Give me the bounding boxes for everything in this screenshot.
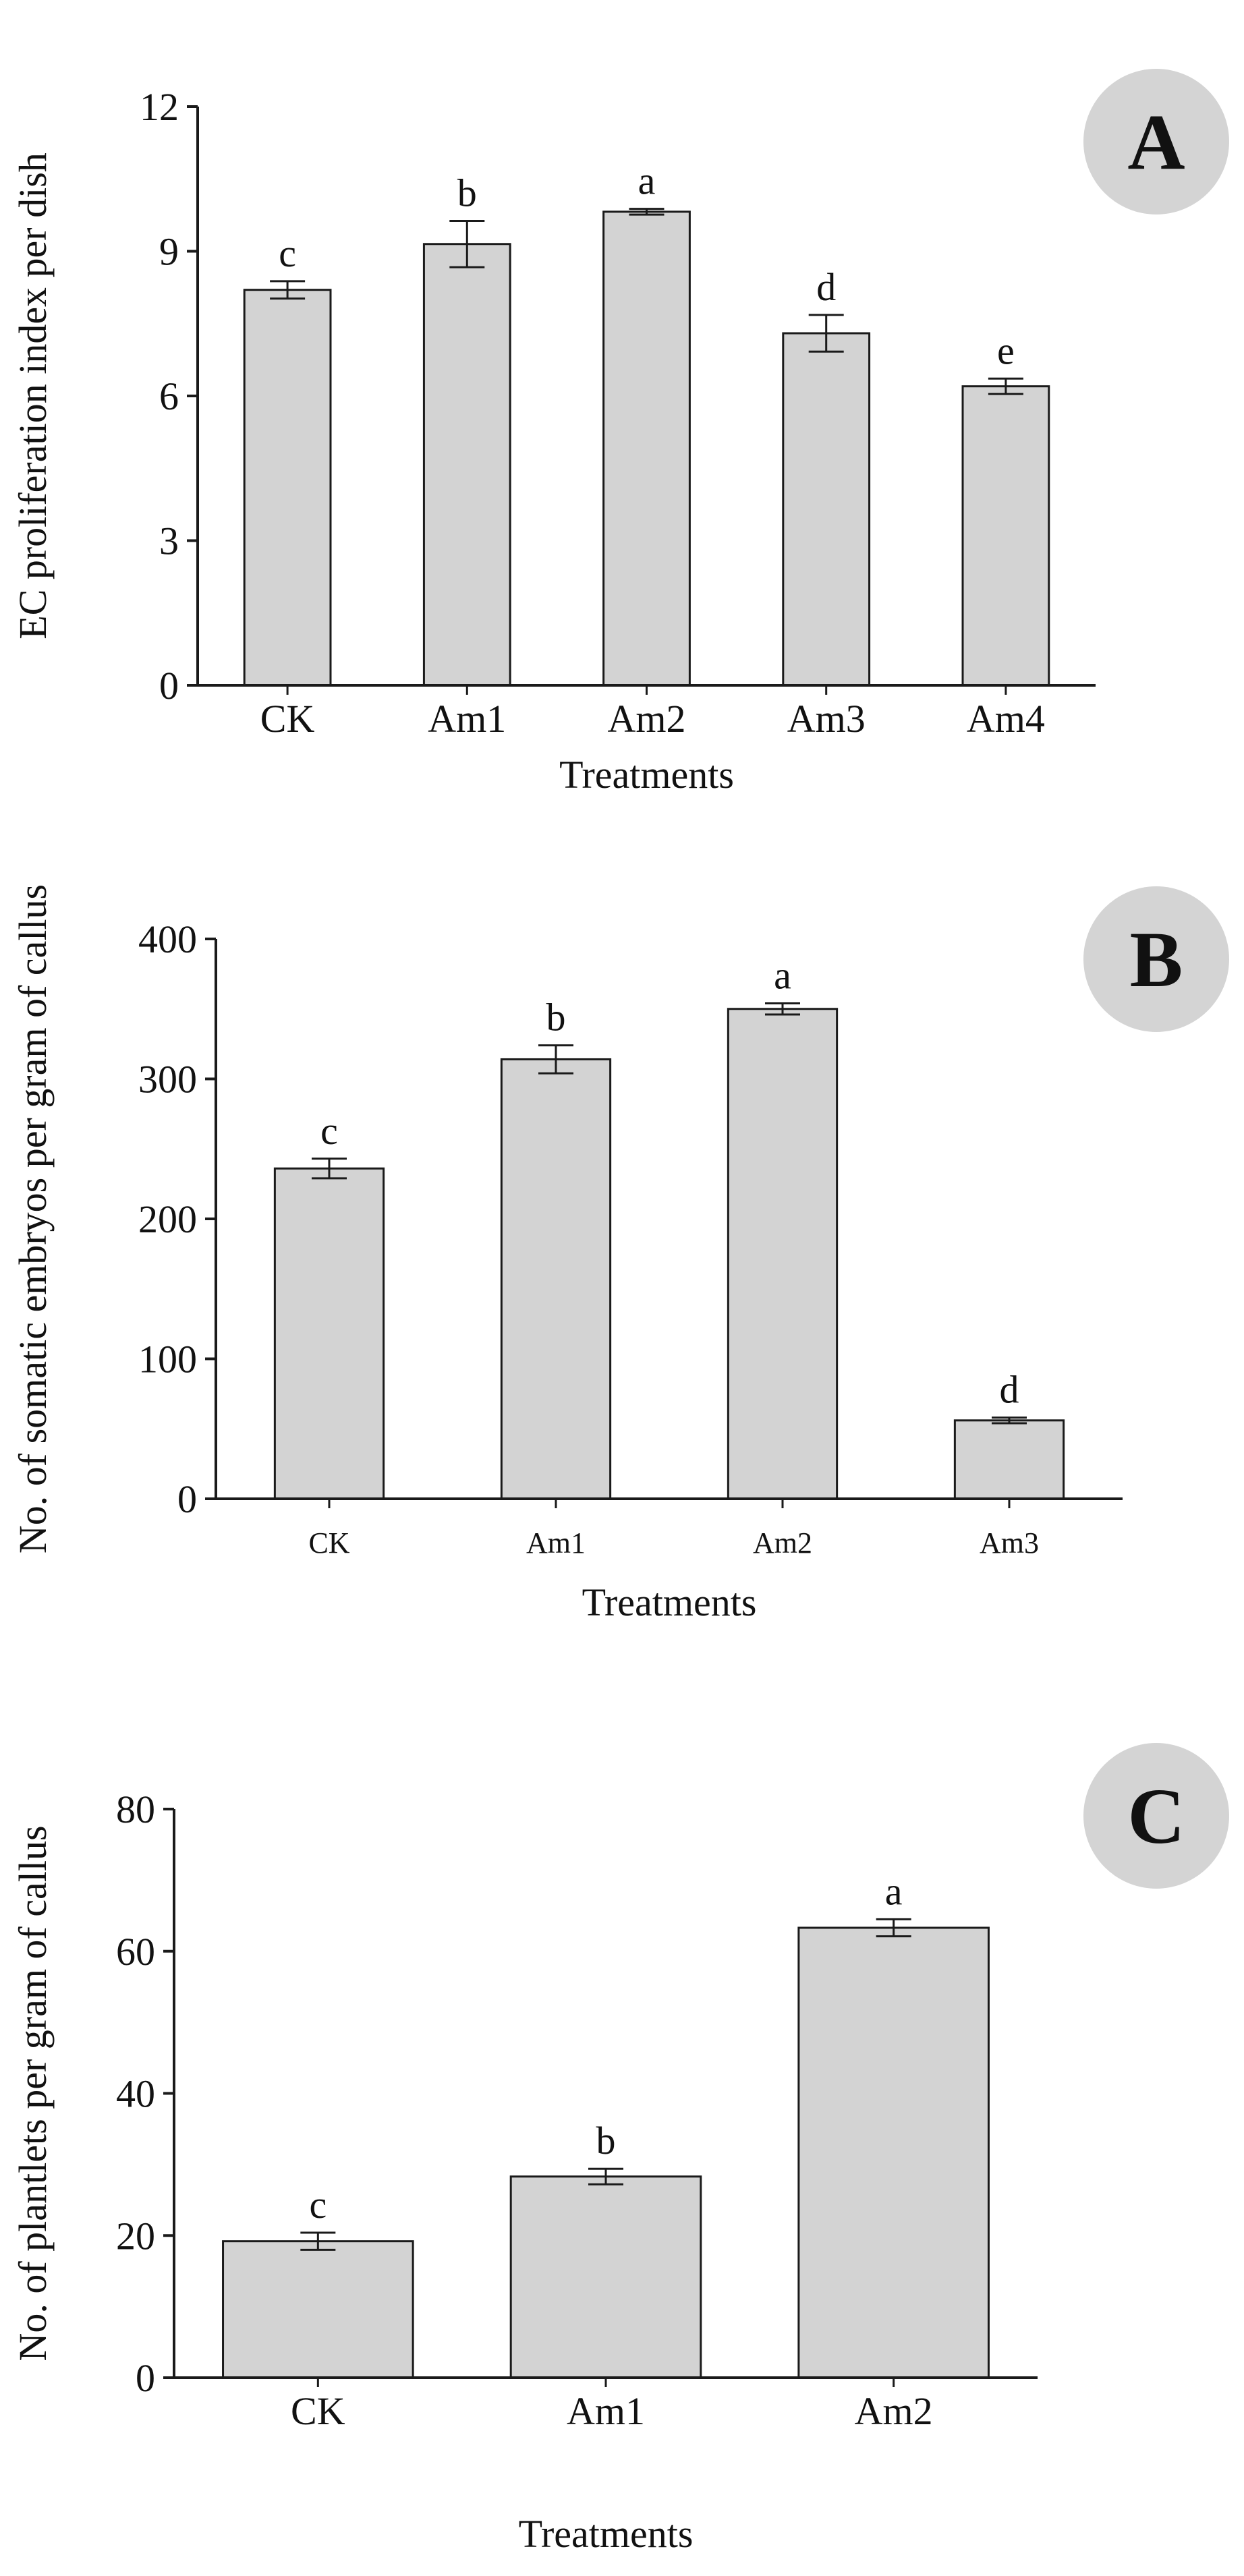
y-tick-label: 12 (140, 85, 179, 129)
y-tick-label: 200 (138, 1197, 197, 1241)
x-tick-label-am1: Am1 (428, 697, 506, 741)
x-axis-title: Treatments (559, 753, 734, 797)
x-tick-label-ck: CK (260, 697, 315, 741)
y-axis-title: No. of plantlets per gram of callus (11, 1825, 55, 2361)
x-tick-label-ck: CK (308, 1526, 349, 1559)
y-axis-title: EC proliferation index per dish (11, 152, 55, 639)
bar-ck (273, 1167, 385, 1500)
error-bar-am2 (876, 1918, 911, 1938)
x-axis-title: Treatments (519, 2512, 694, 2556)
bar-am2 (797, 1926, 990, 2379)
error-bar-am1 (538, 1044, 573, 1075)
error-bar-ck (270, 280, 306, 300)
x-tick-label-am1: Am1 (526, 1526, 586, 1559)
error-bar-am1 (449, 219, 485, 268)
significance-label-ck: c (309, 2183, 327, 2227)
y-tick-label: 300 (138, 1058, 197, 1101)
bar-ck (243, 289, 332, 687)
y-tick-label: 3 (159, 519, 179, 563)
bar-am1 (509, 2175, 702, 2379)
panel-badge-circle (1083, 886, 1229, 1032)
panel-badge-b: B (1083, 886, 1229, 1032)
bar-am3 (782, 332, 871, 687)
error-bar-am3 (992, 1416, 1027, 1425)
significance-label-ck: c (320, 1109, 338, 1153)
y-tick-label: 400 (138, 917, 197, 961)
x-tick-label-am2: Am2 (608, 697, 686, 741)
y-tick-label: 0 (177, 1477, 197, 1521)
bar-am1 (422, 243, 511, 687)
y-axis-title: No. of somatic embryos per gram of callu… (11, 884, 55, 1553)
panel-badge-c: C (1083, 1743, 1229, 1889)
x-tick-label-ck: CK (291, 2389, 345, 2433)
significance-label-am2: a (638, 159, 656, 203)
bar-am4 (961, 385, 1050, 687)
error-bar-ck (312, 1157, 347, 1180)
bar-ck (222, 2240, 414, 2379)
error-bar-am4 (988, 377, 1023, 395)
x-axis-title: Treatments (582, 1580, 757, 1624)
y-tick-label: 100 (138, 1338, 197, 1381)
panel-letter: B (1130, 915, 1183, 1004)
error-bar-am2 (629, 208, 665, 216)
error-bar-am1 (588, 2167, 623, 2185)
y-tick-label: 0 (136, 2356, 155, 2400)
y-tick-label: 60 (116, 1930, 155, 1974)
significance-label-am1: b (596, 2119, 616, 2163)
significance-label-am3: d (1000, 1368, 1019, 1412)
significance-label-am3: d (816, 265, 836, 309)
bar-am3 (953, 1419, 1065, 1500)
bar-am2 (727, 1008, 839, 1500)
chart-panel-c: c CK b Am1 a Am2 0 20 40 60 80 Treatments No. of pla… (11, 1743, 1229, 2556)
y-tick-label: 20 (116, 2214, 155, 2258)
error-bar-ck (300, 2231, 336, 2251)
significance-label-am2: a (774, 953, 791, 997)
x-tick-label-am3: Am3 (787, 697, 866, 741)
y-tick-label: 0 (159, 664, 179, 708)
significance-label-ck: c (279, 231, 296, 275)
bar-am2 (602, 210, 691, 687)
significance-label-am1: b (546, 996, 566, 1039)
x-tick-label-am3: Am3 (980, 1526, 1039, 1559)
x-tick-label-am1: Am1 (567, 2389, 645, 2433)
panel-badge-circle (1083, 1743, 1229, 1889)
x-tick-label-am2: Am2 (753, 1526, 812, 1559)
x-tick-label-am2: Am2 (855, 2389, 933, 2433)
panel-letter: C (1127, 1772, 1185, 1860)
significance-label-am4: e (997, 328, 1015, 372)
error-bar-am2 (765, 1002, 800, 1016)
y-tick-label: 40 (116, 2072, 155, 2116)
x-tick-label-am4: Am4 (967, 697, 1045, 741)
panel-letter: A (1127, 98, 1185, 186)
panel-badge-circle (1083, 69, 1229, 214)
significance-label-am2: a (885, 1869, 903, 1913)
y-tick-label: 9 (159, 230, 179, 274)
y-tick-label: 80 (116, 1787, 155, 1831)
chart-panel-b: c CK b Am1 a Am2 d Am3 0 100 200 300 400 Treatments No… (11, 884, 1229, 1624)
significance-label-am1: b (457, 171, 477, 214)
panel-badge-a: A (1083, 69, 1229, 214)
y-tick-label: 6 (159, 374, 179, 418)
bar-am1 (500, 1058, 612, 1500)
chart-panel-a: c CK b Am1 a Am2 d Am3 e Am4 0 3 6 9 12 Treatments EC pr… (11, 69, 1229, 797)
error-bar-am3 (808, 314, 844, 353)
